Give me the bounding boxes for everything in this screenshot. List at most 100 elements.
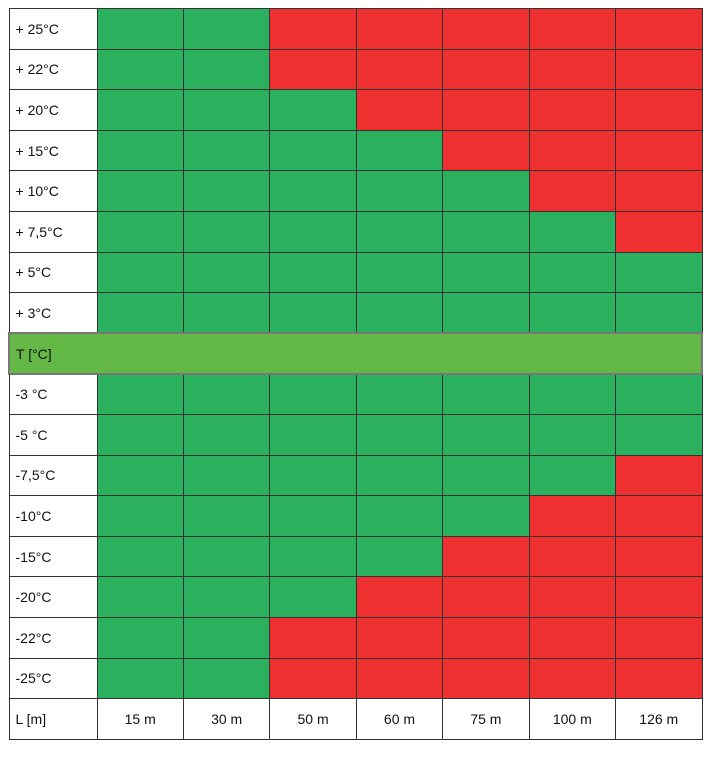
status-cell <box>269 8 357 50</box>
status-cell <box>442 535 530 578</box>
status-cell <box>355 251 444 294</box>
status-cell <box>615 210 703 253</box>
status-cell <box>442 292 530 334</box>
status-cell <box>355 657 444 700</box>
status-cell <box>269 129 357 172</box>
status-cell <box>528 48 617 91</box>
status-cell <box>269 616 357 659</box>
row: -15°C <box>8 535 703 578</box>
status-cell <box>442 251 530 294</box>
status-cell <box>182 89 271 131</box>
status-cell <box>182 48 271 91</box>
status-cell <box>182 210 271 253</box>
status-cell <box>615 495 703 537</box>
row: -5 °C <box>8 413 703 456</box>
status-cell <box>615 454 703 497</box>
status-cell <box>96 89 184 131</box>
row: + 15°C <box>8 129 703 172</box>
status-cell <box>442 454 530 497</box>
status-cell <box>528 413 617 456</box>
length-label: 60 m <box>355 698 444 740</box>
status-cell <box>355 495 444 537</box>
status-cell <box>442 170 530 212</box>
status-cell <box>442 210 530 253</box>
status-cell <box>355 89 444 131</box>
footer-row: L [m] 15 m 30 m 50 m 60 m 75 m 100 m 126 m <box>8 698 703 740</box>
status-cell <box>96 170 184 212</box>
row: + 5°C <box>8 251 703 294</box>
status-cell <box>615 8 703 50</box>
status-cell <box>269 210 357 253</box>
status-cell <box>96 129 184 172</box>
status-cell <box>269 576 357 618</box>
temperature-length-table: + 25°C + 22°C + 20°C + 15°C + 10°C + 7,5°C + 5… <box>8 8 703 740</box>
row-label: + 5°C <box>8 251 98 294</box>
status-cell <box>615 373 703 415</box>
row: -25°C <box>8 657 703 700</box>
status-cell <box>442 495 530 537</box>
row-label: -20°C <box>8 576 98 618</box>
row-label: + 10°C <box>8 170 98 212</box>
status-cell <box>442 129 530 172</box>
status-cell <box>182 8 271 50</box>
status-cell <box>528 129 617 172</box>
status-cell <box>182 495 271 537</box>
status-cell <box>182 170 271 212</box>
status-cell <box>182 129 271 172</box>
status-cell <box>269 48 357 91</box>
status-cell <box>269 251 357 294</box>
status-cell <box>96 292 184 334</box>
row: + 7,5°C <box>8 210 703 253</box>
status-cell <box>442 373 530 415</box>
status-cell <box>355 454 444 497</box>
status-cell <box>528 576 617 618</box>
row-label: -10°C <box>8 495 98 537</box>
status-cell <box>615 616 703 659</box>
status-cell <box>96 495 184 537</box>
status-cell <box>269 413 357 456</box>
row-label: + 15°C <box>8 129 98 172</box>
status-cell <box>96 210 184 253</box>
status-cell <box>182 657 271 700</box>
status-cell <box>269 292 357 334</box>
status-cell <box>355 373 444 415</box>
status-cell <box>528 89 617 131</box>
row-label: -5 °C <box>8 413 98 456</box>
status-cell <box>442 48 530 91</box>
status-cell <box>615 48 703 91</box>
status-cell <box>442 8 530 50</box>
status-cell <box>615 535 703 578</box>
status-cell <box>528 251 617 294</box>
row: -3 °C <box>8 373 703 415</box>
band-label: T [°C] <box>8 332 703 375</box>
status-cell <box>182 454 271 497</box>
row: + 22°C <box>8 48 703 91</box>
status-cell <box>355 129 444 172</box>
band-row: T [°C] <box>8 332 703 375</box>
row: + 3°C <box>8 292 703 334</box>
status-cell <box>528 8 617 50</box>
status-cell <box>96 657 184 700</box>
status-cell <box>615 129 703 172</box>
status-cell <box>615 413 703 456</box>
status-cell <box>528 495 617 537</box>
row-label: -15°C <box>8 535 98 578</box>
status-cell <box>182 251 271 294</box>
status-cell <box>269 89 357 131</box>
status-cell <box>615 657 703 700</box>
row-label: -3 °C <box>8 373 98 415</box>
status-cell <box>355 535 444 578</box>
status-cell <box>615 292 703 334</box>
status-cell <box>182 373 271 415</box>
row-label: + 7,5°C <box>8 210 98 253</box>
length-label: 126 m <box>615 698 703 740</box>
status-cell <box>528 616 617 659</box>
row: -20°C <box>8 576 703 618</box>
row-label: -7,5°C <box>8 454 98 497</box>
length-label: 50 m <box>269 698 357 740</box>
status-cell <box>355 170 444 212</box>
footer-label: L [m] <box>8 698 98 740</box>
status-cell <box>528 210 617 253</box>
row-label: -25°C <box>8 657 98 700</box>
